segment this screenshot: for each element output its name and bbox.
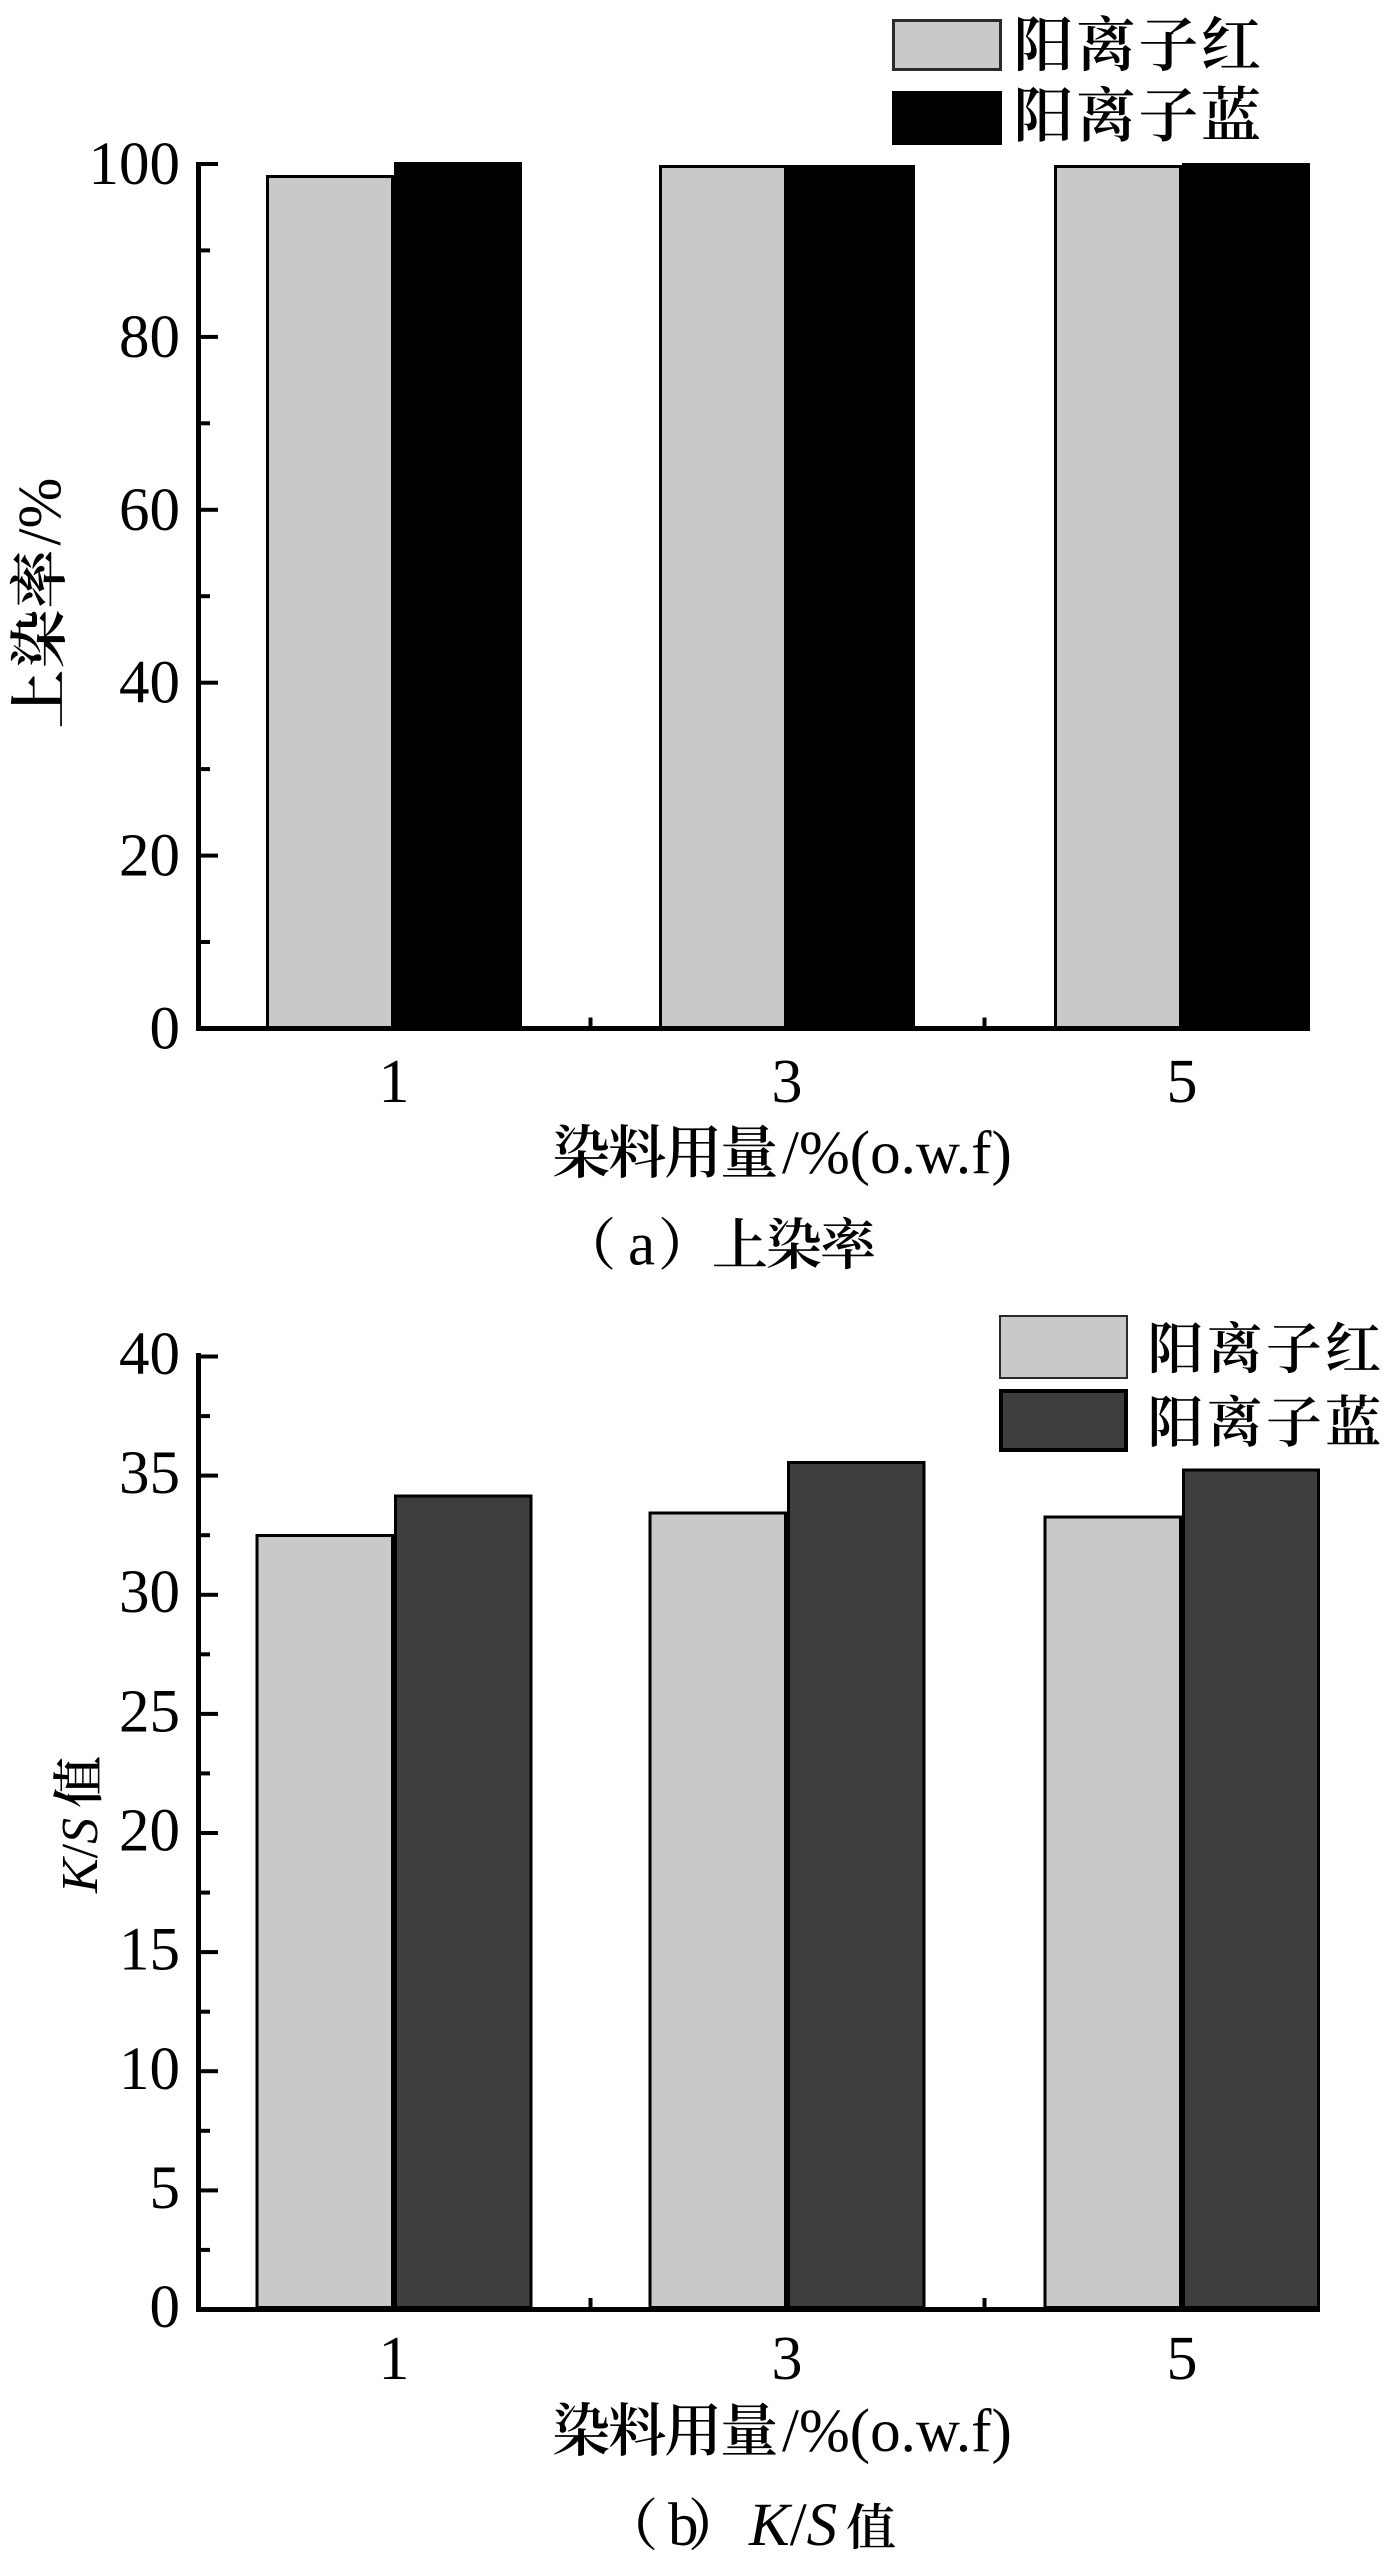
- svg-text:5: 5: [1167, 1048, 1198, 1116]
- svg-text:/%(o.w.f): /%(o.w.f): [782, 2398, 1012, 2465]
- svg-text:3: 3: [772, 2325, 803, 2393]
- svg-text:5: 5: [150, 2155, 181, 2222]
- svg-text:20: 20: [119, 1798, 180, 1865]
- svg-text:30: 30: [119, 1559, 180, 1626]
- svg-text:100: 100: [89, 131, 181, 198]
- svg-text:/%: /%: [7, 478, 74, 546]
- svg-text:40: 40: [119, 650, 180, 717]
- svg-text:60: 60: [119, 477, 180, 544]
- svg-text:1: 1: [379, 1048, 410, 1116]
- svg-text:/%(o.w.f): /%(o.w.f): [782, 1120, 1012, 1187]
- svg-text:1: 1: [379, 2325, 410, 2393]
- svg-text:K/S: K/S: [52, 1818, 109, 1894]
- svg-text:40: 40: [119, 1321, 180, 1388]
- svg-text:5: 5: [1167, 2325, 1198, 2393]
- svg-text:3: 3: [772, 1048, 803, 1116]
- svg-text:K/S: K/S: [748, 2492, 837, 2559]
- svg-text:35: 35: [119, 1440, 180, 1507]
- svg-text:0: 0: [150, 996, 181, 1063]
- svg-text:15: 15: [119, 1917, 180, 1984]
- svg-text:a: a: [628, 1212, 655, 1279]
- svg-text:10: 10: [119, 2036, 180, 2103]
- svg-text:0: 0: [150, 2274, 181, 2341]
- svg-text:80: 80: [119, 304, 180, 371]
- svg-text:20: 20: [119, 823, 180, 890]
- svg-text:25: 25: [119, 1678, 180, 1745]
